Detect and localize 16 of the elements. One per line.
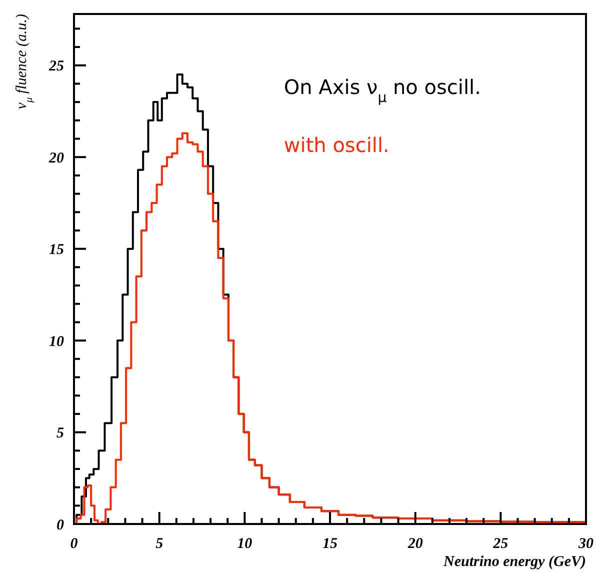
- x-tick-label: 15: [322, 536, 338, 552]
- y-tick-label: 20: [48, 150, 64, 166]
- y-tick-label: 15: [49, 242, 64, 258]
- x-tick-label: 25: [492, 536, 509, 552]
- y-tick-label: 10: [49, 334, 64, 350]
- text: On Axis ν$_{μ}$ no oscill.: [284, 75, 481, 106]
- y-tick-label: 0: [56, 517, 64, 534]
- y-tick-label: 25: [48, 58, 64, 75]
- x-tick-label: 30: [578, 536, 594, 552]
- y-tick-label: 5: [56, 426, 64, 442]
- x-tick-label: 20: [406, 536, 424, 552]
- x-axis-title: Neutrino energy (GeV): [442, 554, 586, 570]
- text: with oscill.: [284, 133, 390, 157]
- x-tick-label: 5: [156, 536, 164, 552]
- x-tick-label: 0: [70, 536, 78, 552]
- x-tick-label: 10: [237, 536, 253, 552]
